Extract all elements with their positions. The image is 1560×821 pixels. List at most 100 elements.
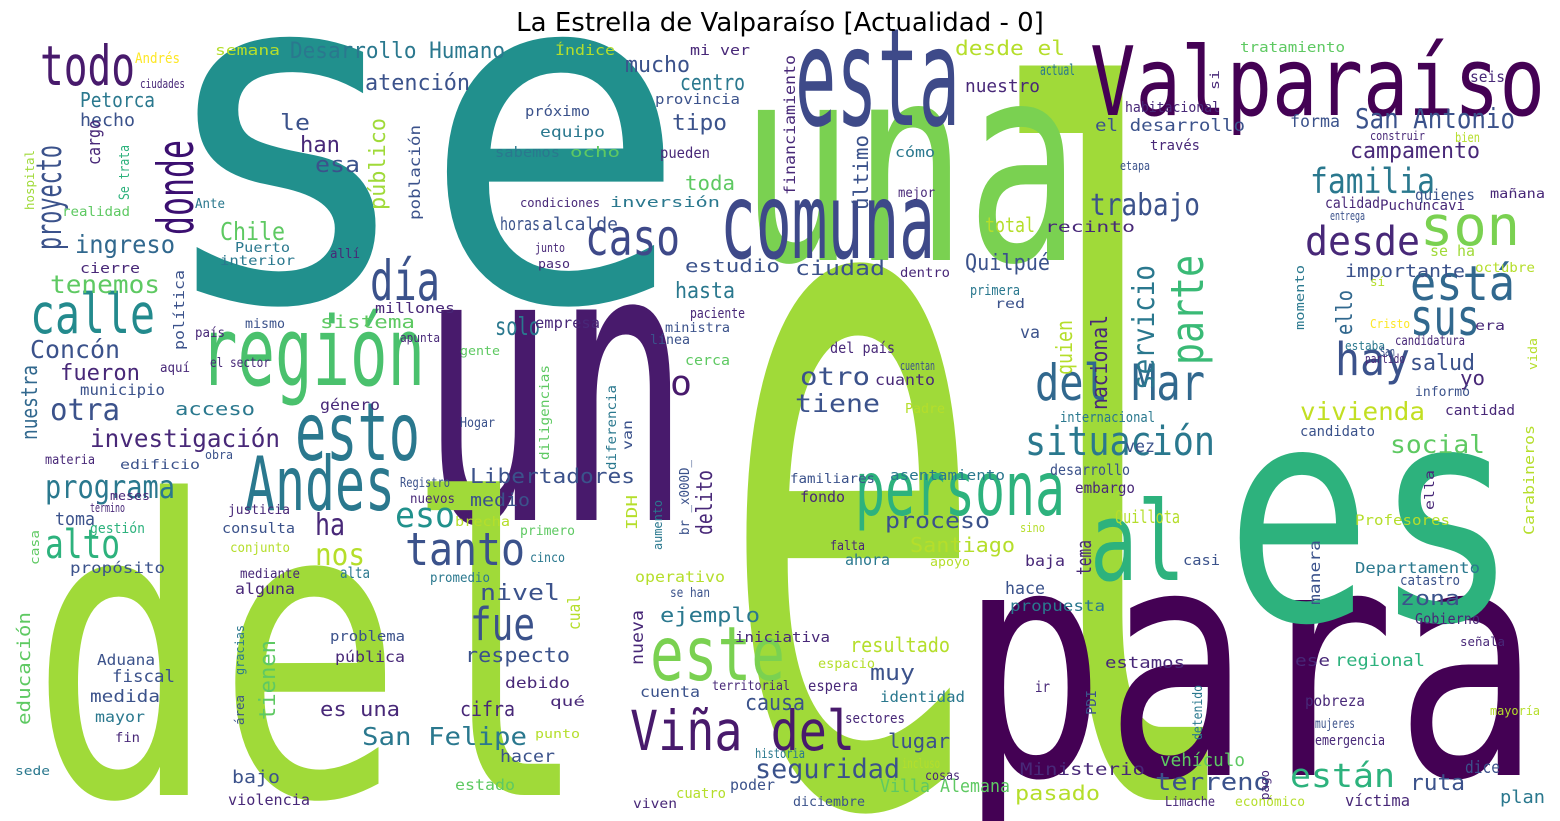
word: sistema xyxy=(320,312,415,333)
word: dice xyxy=(1465,758,1500,778)
word: toma xyxy=(55,509,95,530)
word: provincia xyxy=(655,92,740,108)
word: iniciativa xyxy=(735,630,830,646)
word: se han xyxy=(670,586,710,601)
word: medio xyxy=(470,490,530,511)
word: género xyxy=(320,396,380,414)
word: operativo xyxy=(635,568,725,586)
word: desarrollo xyxy=(1050,461,1130,479)
word: pública xyxy=(335,648,405,666)
word: ocho xyxy=(570,145,620,161)
word: municipio xyxy=(80,381,165,399)
word: historia xyxy=(755,747,805,762)
word: al xyxy=(1090,478,1185,606)
word: un xyxy=(420,163,690,611)
word: Índice xyxy=(555,42,615,59)
word: hasta xyxy=(675,279,735,304)
word: realidad xyxy=(62,205,130,220)
word: debido xyxy=(505,674,570,692)
word: hay xyxy=(1335,333,1410,386)
word: momento xyxy=(1293,265,1307,330)
word: diligencias xyxy=(538,365,553,460)
word: financiamiento xyxy=(781,55,799,195)
word: es xyxy=(1225,342,1520,691)
word: cierre xyxy=(80,261,140,277)
word: San Felipe xyxy=(362,722,527,751)
word: diciembre xyxy=(793,795,865,810)
word: Viña del xyxy=(630,699,855,763)
word: alguna xyxy=(235,580,295,598)
word: inversión xyxy=(610,195,720,211)
word: desde el xyxy=(955,36,1065,60)
word: pueden xyxy=(660,144,710,162)
word: habitacional xyxy=(1125,100,1220,116)
word: equipo xyxy=(540,123,605,141)
word: resultado xyxy=(850,633,950,657)
word: familia xyxy=(1310,162,1435,202)
word: del Mar xyxy=(1035,354,1205,412)
word: apunta xyxy=(400,331,440,345)
word: programa xyxy=(45,468,175,506)
word: nuestra xyxy=(18,365,43,440)
word: qué xyxy=(550,695,585,710)
word: aquí xyxy=(160,361,190,376)
word: embargo xyxy=(1075,479,1135,497)
word: cuenta xyxy=(640,683,700,701)
word: ir xyxy=(1035,678,1050,696)
word: Santiago xyxy=(910,533,1015,557)
word: estamos xyxy=(1105,653,1185,672)
word: Ante xyxy=(195,197,225,212)
word: condiciones xyxy=(520,196,600,210)
word: Profesores xyxy=(1355,513,1450,529)
word: internacional xyxy=(1060,410,1155,426)
word: pobreza xyxy=(1305,692,1365,710)
word: plan xyxy=(1500,787,1545,808)
word: van xyxy=(621,420,636,450)
word: hace xyxy=(1005,579,1045,599)
word: alto xyxy=(45,522,120,568)
word: Registro xyxy=(400,476,450,491)
word: millones xyxy=(375,301,455,317)
word: catastro xyxy=(1400,573,1460,589)
word: territorial xyxy=(712,679,790,694)
word: campamento xyxy=(1350,139,1480,164)
word: calle xyxy=(30,282,155,346)
word: propósito xyxy=(70,559,165,577)
word: zona xyxy=(1400,586,1460,610)
word: era xyxy=(1475,319,1505,334)
word: Villa Alemana xyxy=(880,776,1010,797)
word: regional xyxy=(1335,651,1425,671)
word: comuna xyxy=(720,161,935,283)
word: sabemos xyxy=(495,145,560,161)
word: cantidad xyxy=(1445,403,1515,419)
word: semana xyxy=(215,43,280,59)
word: cuatro xyxy=(676,786,726,802)
word: yo xyxy=(1460,366,1485,390)
word: mañana xyxy=(1490,187,1545,202)
word: para xyxy=(960,479,1540,821)
word: Puchuncaví xyxy=(1380,198,1465,214)
word: Libertadores xyxy=(470,464,635,488)
word: investigación xyxy=(90,424,280,453)
word: se xyxy=(150,0,690,411)
word: muy xyxy=(870,661,915,686)
title: La Estrella de Valparaíso [Actualidad - … xyxy=(516,8,1044,38)
word: respecto xyxy=(465,643,570,667)
word: Gobierno xyxy=(1415,610,1480,628)
word: proceso xyxy=(885,509,990,534)
word: IDH xyxy=(623,495,641,530)
word: último xyxy=(849,135,873,210)
word: región xyxy=(200,298,425,408)
word: construir xyxy=(1370,129,1425,143)
word: delito xyxy=(693,470,718,535)
word: medida xyxy=(90,687,160,707)
word: situación xyxy=(1025,419,1215,465)
word: público xyxy=(366,118,391,210)
word: nacional xyxy=(1088,315,1113,410)
word: Hogar xyxy=(460,416,495,431)
word: promedio xyxy=(430,571,490,586)
word: ello xyxy=(1333,290,1358,335)
